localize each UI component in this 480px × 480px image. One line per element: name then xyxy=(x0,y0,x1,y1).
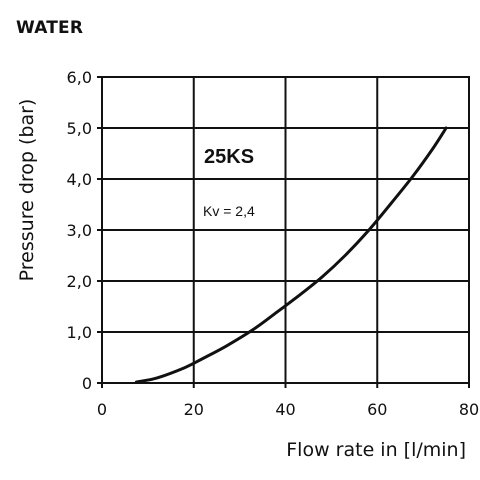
x-axis-title: Flow rate in [l/min] xyxy=(286,439,466,461)
chart-header-label: WATER xyxy=(16,18,84,38)
y-tick-label: 6,0 xyxy=(67,68,92,87)
x-tick-labels: 0 20 40 60 80 xyxy=(97,400,479,419)
y-tick-label: 3,0 xyxy=(67,221,92,240)
pressure-drop-curve xyxy=(134,126,448,384)
x-tick-label: 60 xyxy=(367,400,387,419)
model-annotation: 25KS xyxy=(204,146,254,168)
y-tick-label: 2,0 xyxy=(67,272,92,291)
y-axis-title: Pressure drop (bar) xyxy=(16,99,38,282)
kv-annotation: Kv = 2,4 xyxy=(203,203,255,219)
y-tick-label: 4,0 xyxy=(67,170,92,189)
series-layer xyxy=(134,126,448,384)
y-tick-label: 5,0 xyxy=(67,119,92,138)
x-tick-label: 40 xyxy=(275,400,295,419)
x-tick-label: 80 xyxy=(459,400,479,419)
x-tick-label: 20 xyxy=(184,400,204,419)
y-tick-label: 1,0 xyxy=(67,323,92,342)
grid-layer xyxy=(102,77,469,383)
y-tick-label: 0 xyxy=(82,374,92,393)
x-tick-label: 0 xyxy=(97,400,107,419)
y-tick-labels: 0 1,0 2,0 3,0 4,0 5,0 6,0 xyxy=(67,68,92,393)
plot-frame xyxy=(97,76,470,388)
